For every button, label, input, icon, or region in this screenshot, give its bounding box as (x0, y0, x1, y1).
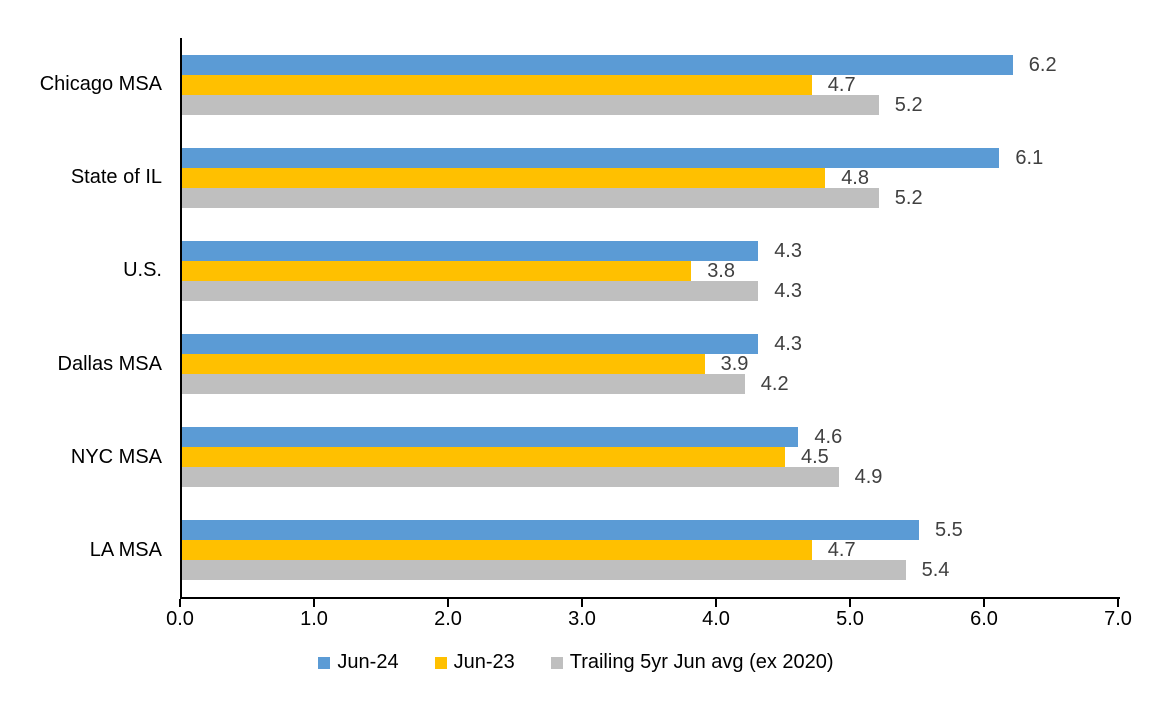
bar (182, 54, 1013, 75)
x-axis-tick-label: 3.0 (568, 608, 596, 630)
x-axis-tick-label: 0.0 (166, 608, 194, 630)
value-label: 4.6 (814, 426, 843, 449)
x-axis-tick (313, 599, 315, 607)
value-label: 5.4 (921, 559, 950, 582)
bar (182, 94, 879, 115)
category-label: LA MSA (89, 538, 162, 561)
value-label: 4.7 (827, 539, 856, 562)
value-label: 4.3 (774, 333, 802, 356)
legend-item: Jun-23 (434, 651, 515, 674)
value-label: 5.5 (935, 519, 963, 542)
value-label: 4.2 (760, 373, 789, 396)
x-axis-tick-label: 5.0 (836, 608, 864, 630)
category-label: Chicago MSA (39, 73, 162, 96)
category-label: Dallas MSA (57, 352, 162, 375)
bar (182, 560, 906, 581)
bar (182, 280, 759, 301)
bar (182, 427, 799, 448)
x-axis-tick (1117, 599, 1119, 607)
bar (182, 374, 745, 395)
x-axis-tick (447, 599, 449, 607)
bar (182, 334, 759, 355)
value-label: 3.9 (720, 353, 749, 376)
value-label: 4.3 (774, 279, 802, 302)
bar (182, 240, 759, 261)
category-label: U.S. (123, 259, 162, 282)
value-label: 6.2 (1028, 53, 1057, 76)
legend-swatch-icon (318, 656, 331, 669)
bar (182, 520, 919, 541)
x-axis-tick-label: 4.0 (702, 608, 730, 630)
value-label: 5.2 (894, 93, 923, 116)
plot-area: 6.2 4.7 5.2 6.1 4.8 5.2 4.3 3.8 4.3 4.3 3.9 4.2 4.6 4… (180, 38, 1120, 599)
x-axis-tick-label: 7.0 (1104, 608, 1132, 630)
bar (182, 187, 879, 208)
category-label: State of IL (70, 166, 162, 189)
x-axis-tick (581, 599, 583, 607)
bar (182, 260, 692, 281)
value-label: 6.1 (1015, 146, 1044, 169)
value-label: 4.3 (774, 239, 802, 262)
x-axis-tick (715, 599, 717, 607)
value-label: 4.8 (841, 166, 869, 189)
x-axis-tick (983, 599, 985, 607)
legend-item: Trailing 5yr Jun avg (ex 2020) (550, 651, 834, 674)
legend-label: Jun-23 (453, 651, 515, 673)
legend-label: Trailing 5yr Jun avg (ex 2020) (569, 651, 834, 673)
bar (182, 167, 826, 188)
value-label: 4.9 (854, 466, 883, 489)
category-label: NYC MSA (70, 445, 162, 468)
legend-item: Jun-24 (318, 651, 399, 674)
x-axis-tick-label: 1.0 (300, 608, 328, 630)
bar (182, 354, 705, 375)
bar (182, 467, 839, 488)
legend-label: Jun-24 (337, 651, 399, 673)
bar (182, 147, 1000, 168)
legend-swatch-icon (434, 656, 447, 669)
x-axis-tick (179, 599, 181, 607)
value-label: 4.5 (801, 446, 829, 469)
bar (182, 447, 785, 468)
x-axis-tick-label: 6.0 (970, 608, 998, 630)
x-axis-tick (849, 599, 851, 607)
bar (182, 540, 812, 561)
legend: Jun-24 Jun-23 Trailing 5yr Jun avg (ex 202… (0, 651, 1152, 674)
x-axis-tick-label: 2.0 (434, 608, 462, 630)
legend-swatch-icon (550, 656, 563, 669)
value-label: 5.2 (894, 186, 923, 209)
value-label: 3.8 (707, 259, 735, 282)
bar (182, 74, 812, 95)
value-label: 4.7 (827, 73, 856, 96)
